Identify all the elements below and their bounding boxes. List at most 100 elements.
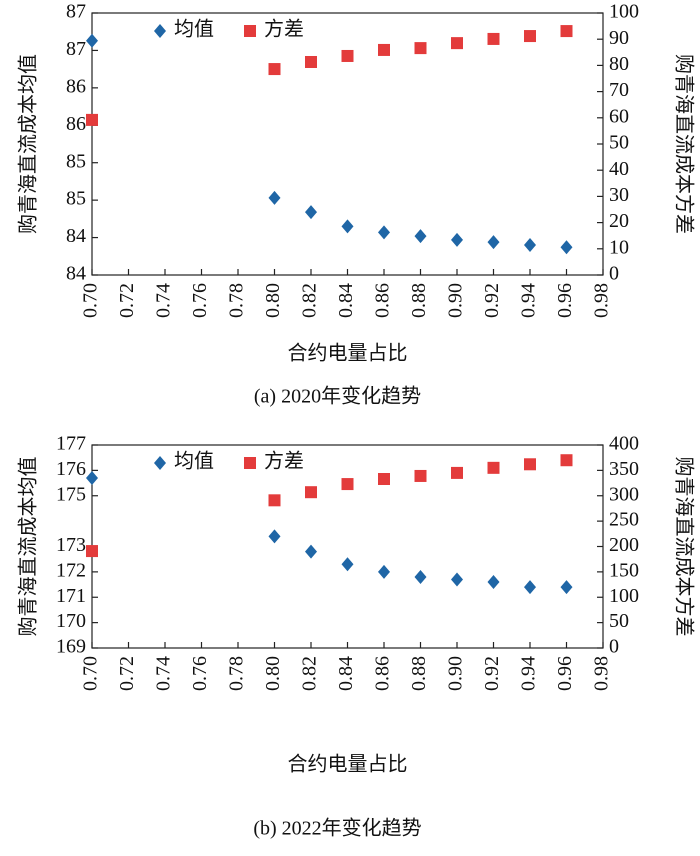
square-point	[244, 25, 256, 37]
square-point	[268, 494, 281, 507]
x-tick-label: 0.96	[554, 283, 576, 318]
y-tick-label: 87	[66, 38, 86, 60]
x-tick-label: 0.94	[518, 656, 540, 691]
x-tick-label: 0.78	[226, 656, 248, 691]
diamond-point	[86, 33, 98, 48]
diamond-point	[341, 219, 354, 234]
x-tick-label: 0.70	[80, 283, 102, 318]
legend-label: 均值	[174, 18, 214, 41]
x-tick-label: 0.74	[153, 656, 175, 691]
x-tick-label: 0.72	[116, 283, 138, 318]
y-tick-label: 85	[66, 188, 86, 210]
y2-tick-label: 350	[609, 458, 639, 480]
y-tick-label: 169	[56, 636, 86, 658]
x-tick-label: 0.72	[116, 656, 138, 691]
diamond-point	[378, 225, 390, 240]
y-tick-label: 84	[66, 263, 86, 285]
x-tick-label: 0.84	[335, 283, 357, 318]
y-axis-title: 购青海直流成本均值	[17, 54, 40, 234]
x-axis-title: 合约电量占比	[288, 753, 408, 776]
y-tick-label: 173	[56, 534, 86, 556]
caption: (a) 2020年变化趋势	[254, 385, 421, 408]
x-tick-label: 0.90	[445, 283, 467, 318]
legend-label: 均值	[174, 450, 214, 473]
diamond-point	[305, 544, 317, 559]
y2-tick-label: 80	[609, 53, 629, 75]
x-tick-label: 0.82	[299, 283, 321, 318]
y2-tick-label: 0	[609, 263, 619, 285]
diamond-point	[560, 240, 573, 255]
y-axis-title: 购青海直流成本均值	[17, 457, 40, 637]
square-point	[414, 469, 427, 482]
y-tick-label: 172	[56, 559, 86, 581]
square-point	[487, 32, 500, 45]
square-point	[341, 49, 354, 62]
legend-label: 方差	[264, 450, 304, 473]
y2-tick-label: 70	[609, 79, 629, 101]
x-tick-label: 0.78	[226, 283, 248, 318]
y-tick-label: 170	[56, 610, 86, 632]
diamond-point	[154, 24, 166, 38]
y2-tick-label: 400	[609, 433, 639, 455]
y2-tick-label: 40	[609, 158, 629, 180]
x-tick-label: 0.86	[372, 283, 394, 318]
diamond-point	[268, 190, 281, 205]
y2-axis-title: 购青海直流成本方差	[672, 54, 695, 234]
y2-tick-label: 90	[609, 27, 629, 49]
caption: (b) 2022年变化趋势	[253, 817, 421, 840]
y-tick-label: 84	[66, 225, 86, 247]
y2-tick-label: 200	[609, 534, 639, 556]
diamond-point	[86, 470, 98, 485]
diamond-point	[341, 557, 354, 572]
square-point	[341, 478, 354, 491]
legend-label: 方差	[264, 18, 304, 41]
diamond-point	[487, 235, 500, 250]
y-tick-label: 177	[56, 433, 86, 455]
y2-tick-label: 20	[609, 210, 629, 232]
y2-axis-title: 购青海直流成本方差	[672, 457, 695, 637]
square-point	[305, 55, 317, 68]
x-tick-label: 0.90	[445, 656, 467, 691]
y-tick-label: 86	[66, 75, 86, 97]
square-point	[451, 37, 463, 50]
x-axis-title: 合约电量占比	[288, 342, 408, 365]
diamond-point	[560, 580, 573, 595]
x-tick-label: 0.84	[335, 656, 357, 691]
diamond-point	[414, 569, 427, 584]
x-tick-label: 0.88	[408, 283, 430, 318]
square-point	[86, 113, 98, 126]
square-point	[378, 473, 390, 486]
x-tick-label: 0.70	[80, 656, 102, 691]
square-point	[268, 63, 281, 76]
x-tick-label: 0.92	[481, 283, 503, 318]
square-point	[524, 30, 536, 43]
diamond-point	[305, 205, 317, 220]
x-tick-label: 0.98	[591, 656, 613, 691]
y-tick-label: 176	[56, 458, 86, 480]
x-tick-label: 0.86	[372, 656, 394, 691]
plot-frame	[91, 444, 604, 649]
x-tick-label: 0.94	[518, 283, 540, 318]
square-point	[86, 545, 98, 558]
square-point	[451, 466, 463, 479]
x-tick-label: 0.76	[189, 656, 211, 691]
diamond-point	[451, 572, 463, 587]
y2-tick-label: 300	[609, 483, 639, 505]
diamond-point	[378, 564, 390, 579]
diamond-point	[524, 238, 536, 253]
y2-tick-label: 30	[609, 184, 629, 206]
square-point	[487, 461, 500, 474]
x-tick-label: 0.92	[481, 656, 503, 691]
y-tick-label: 175	[56, 483, 86, 505]
y2-tick-label: 50	[609, 132, 629, 154]
square-point	[560, 25, 573, 38]
x-tick-label: 0.74	[153, 283, 175, 318]
y-tick-label: 86	[66, 113, 86, 135]
x-tick-label: 0.98	[591, 283, 613, 318]
y-tick-label: 171	[56, 585, 86, 607]
y-tick-label: 87	[66, 1, 86, 23]
y2-tick-label: 50	[609, 610, 629, 632]
y2-tick-label: 150	[609, 559, 639, 581]
y2-tick-label: 0	[609, 636, 619, 658]
